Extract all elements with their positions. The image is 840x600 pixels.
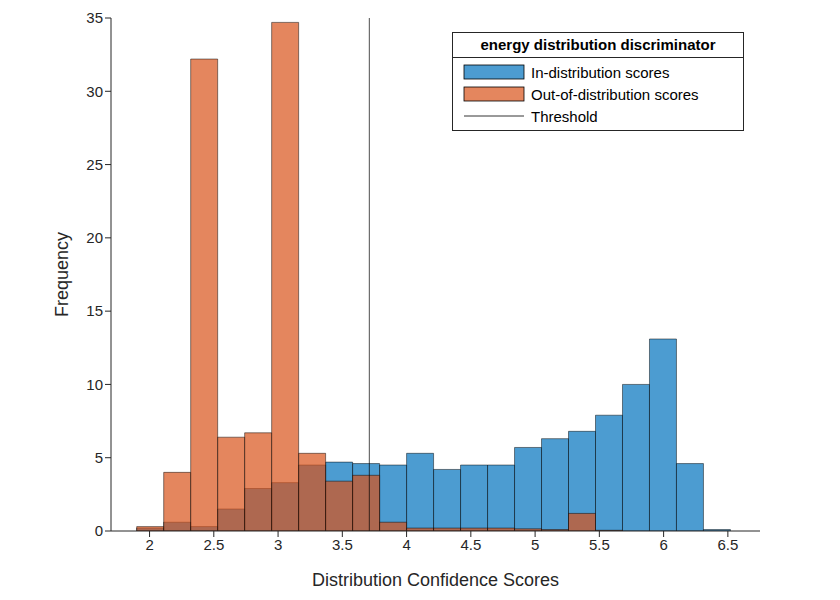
svg-text:3.5: 3.5	[332, 536, 353, 553]
svg-text:2: 2	[145, 536, 153, 553]
svg-text:2.5: 2.5	[203, 536, 224, 553]
svg-text:30: 30	[86, 83, 103, 100]
svg-text:5: 5	[531, 536, 539, 553]
svg-text:20: 20	[86, 229, 103, 246]
svg-text:0: 0	[95, 522, 103, 539]
html-text:Out-of-distribution scores: Out-of-distribution scores	[531, 85, 699, 103]
html-text:Threshold: Threshold	[531, 107, 598, 125]
svg-text:Frequency: Frequency	[52, 232, 72, 317]
html-text:energy distribution discrimina: energy distribution discriminator	[480, 36, 716, 53]
svg-text:10: 10	[86, 376, 103, 393]
html-text:In-distribution scores: In-distribution scores	[531, 63, 670, 81]
svg-text:4.5: 4.5	[460, 536, 481, 553]
svg-text:5.5: 5.5	[589, 536, 610, 553]
svg-text:Distribution Confidence Scores: Distribution Confidence Scores	[312, 570, 559, 590]
svg-text:4: 4	[402, 536, 410, 553]
svg-text:6.5: 6.5	[717, 536, 738, 553]
svg-text:6: 6	[659, 536, 667, 553]
svg-text:5: 5	[95, 449, 103, 466]
svg-text:25: 25	[86, 156, 103, 173]
svg-text:15: 15	[86, 302, 103, 319]
svg-text:3: 3	[274, 536, 282, 553]
svg-text:35: 35	[86, 9, 103, 26]
